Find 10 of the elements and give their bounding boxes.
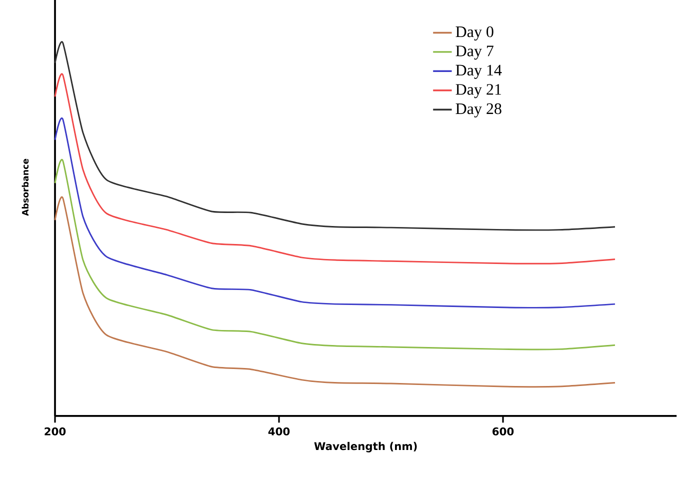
x-tick-label: 200 <box>44 427 66 436</box>
legend-label: Day 14 <box>456 64 502 79</box>
x-axis-title: Wavelength (nm) <box>314 442 417 452</box>
y-axis-title: Absorbance <box>22 158 29 216</box>
legend-label: Day 7 <box>456 46 494 60</box>
legend-label: Day 28 <box>456 103 502 118</box>
legend-label: Day 21 <box>456 84 501 98</box>
legend-label: Day 0 <box>456 26 494 40</box>
x-tick-label: 400 <box>268 427 290 436</box>
x-tick-label: 600 <box>492 427 514 436</box>
